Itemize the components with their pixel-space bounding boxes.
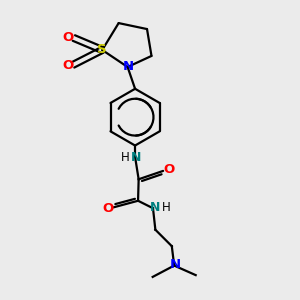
Text: H: H <box>121 151 130 164</box>
Text: S: S <box>98 44 107 56</box>
Text: N: N <box>170 259 181 272</box>
Text: O: O <box>102 202 113 215</box>
Text: N: N <box>150 201 160 214</box>
Text: H: H <box>162 201 171 214</box>
Text: O: O <box>63 31 74 44</box>
Text: O: O <box>164 163 175 176</box>
Text: O: O <box>62 59 73 72</box>
Text: N: N <box>123 60 134 73</box>
Text: N: N <box>131 151 142 164</box>
